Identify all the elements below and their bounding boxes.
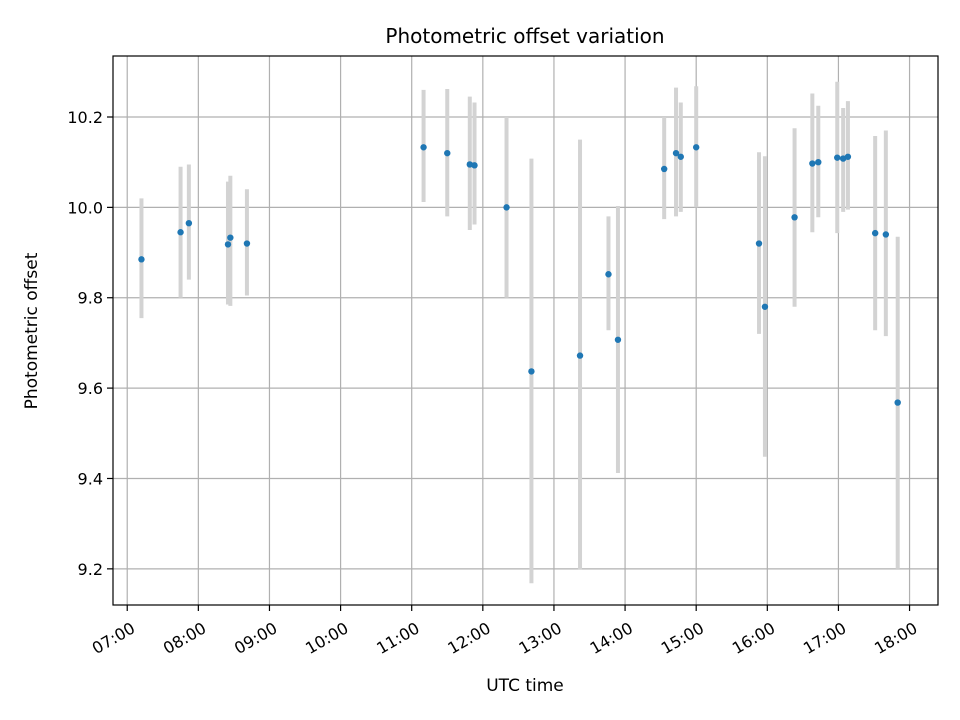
- data-point: [844, 153, 852, 160]
- y-tick-label: 9.8: [78, 289, 103, 308]
- data-point: [894, 399, 901, 406]
- y-tick-label: 9.2: [78, 560, 103, 579]
- data-point: [576, 352, 584, 359]
- y-tick-label: 10.2: [67, 108, 103, 127]
- data-point: [660, 165, 668, 173]
- y-tick-label: 9.4: [78, 469, 103, 488]
- data-point: [672, 149, 680, 157]
- data-point: [755, 240, 763, 247]
- data-point: [614, 336, 622, 343]
- x-axis-title: UTC time: [486, 676, 564, 696]
- data-point: [834, 154, 841, 161]
- point-layer: [138, 144, 901, 406]
- data-point: [138, 256, 145, 263]
- data-point: [677, 153, 684, 160]
- data-point: [692, 144, 700, 151]
- chart-title: Photometric offset variation: [385, 24, 664, 48]
- data-point: [761, 303, 769, 310]
- data-point: [224, 241, 232, 248]
- data-point: [503, 204, 510, 211]
- data-point: [185, 219, 193, 227]
- y-tick-label: 9.6: [78, 379, 103, 398]
- y-tick-label: 10.0: [67, 198, 103, 217]
- data-point: [471, 162, 478, 169]
- data-point: [444, 149, 451, 157]
- data-point: [605, 271, 612, 278]
- data-point: [528, 368, 535, 375]
- data-point: [227, 234, 234, 241]
- data-point: [243, 240, 251, 247]
- data-point: [177, 229, 184, 236]
- data-point: [882, 231, 890, 238]
- y-axis-title: Photometric offset: [22, 252, 42, 409]
- data-point: [871, 229, 879, 237]
- data-point: [809, 160, 816, 167]
- data-point: [815, 158, 822, 166]
- data-point: [466, 161, 473, 168]
- plot-frame: [112, 55, 939, 606]
- y-axis: 9.2 9.4 9.6 9.8 10.0 10.2: [67, 108, 113, 579]
- data-point: [791, 214, 798, 221]
- data-point: [420, 144, 427, 151]
